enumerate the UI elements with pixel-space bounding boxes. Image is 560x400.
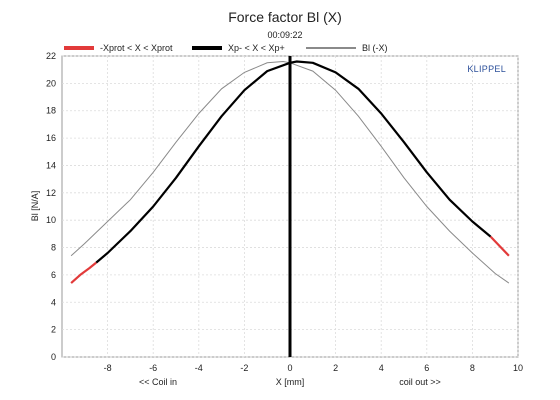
- x-tick-label: -4: [195, 363, 203, 373]
- y-tick-label: 12: [46, 188, 56, 198]
- x-tick-label: -2: [240, 363, 248, 373]
- x-tick-label: 8: [470, 363, 475, 373]
- x-ticks: -8 -6 -4 -2 0 2 4 6 8 10: [104, 363, 523, 373]
- y-tick-label: 4: [51, 297, 56, 307]
- y-tick-label: 8: [51, 243, 56, 253]
- legend-label-main: Xp- < X < Xp+: [228, 43, 285, 53]
- series-line-xprot-segment-2: [489, 235, 510, 257]
- x-tick-label: 6: [424, 363, 429, 373]
- brand-label: KLIPPEL: [467, 64, 506, 74]
- y-axis-label: Bl [N/A]: [30, 191, 40, 222]
- legend: -Xprot < X < Xprot Xp- < X < Xp+ Bl (-X): [64, 43, 388, 53]
- y-tick-label: 22: [46, 51, 56, 61]
- series-line-bl-mirror: [70, 60, 510, 284]
- series-line-xp-range: [95, 60, 492, 264]
- plot-area: 0 2 4 6 8 10 12 14 16 18 20 22 -8 -6 -4 -2 0 2 4 6 8 10 KLIP…: [46, 51, 523, 373]
- x-axis-label: X [mm]: [276, 377, 305, 387]
- y-tick-label: 0: [51, 352, 56, 362]
- y-tick-label: 16: [46, 133, 56, 143]
- y-tick-label: 20: [46, 78, 56, 88]
- chart-subtitle: 00:09:22: [267, 30, 302, 40]
- series-line-xprot-segment-1: [70, 261, 97, 284]
- x-axis-label-right: coil out >>: [399, 377, 441, 387]
- chart-title: Force factor Bl (X): [228, 9, 342, 25]
- x-tick-label: 4: [379, 363, 384, 373]
- y-tick-label: 14: [46, 160, 56, 170]
- x-axis-label-left: << Coil in: [139, 377, 177, 387]
- y-tick-label: 6: [51, 270, 56, 280]
- x-tick-label: -6: [149, 363, 157, 373]
- y-tick-label: 18: [46, 106, 56, 116]
- y-tick-label: 2: [51, 325, 56, 335]
- legend-label-mirror: Bl (-X): [362, 43, 388, 53]
- x-tick-label: 2: [333, 363, 338, 373]
- x-tick-label: -8: [104, 363, 112, 373]
- legend-label-prot: -Xprot < X < Xprot: [100, 43, 173, 53]
- x-tick-label: 0: [287, 363, 292, 373]
- series-layer: [70, 56, 510, 357]
- x-tick-label: 10: [513, 363, 523, 373]
- y-ticks: 0 2 4 6 8 10 12 14 16 18 20 22: [46, 51, 56, 362]
- y-tick-label: 10: [46, 215, 56, 225]
